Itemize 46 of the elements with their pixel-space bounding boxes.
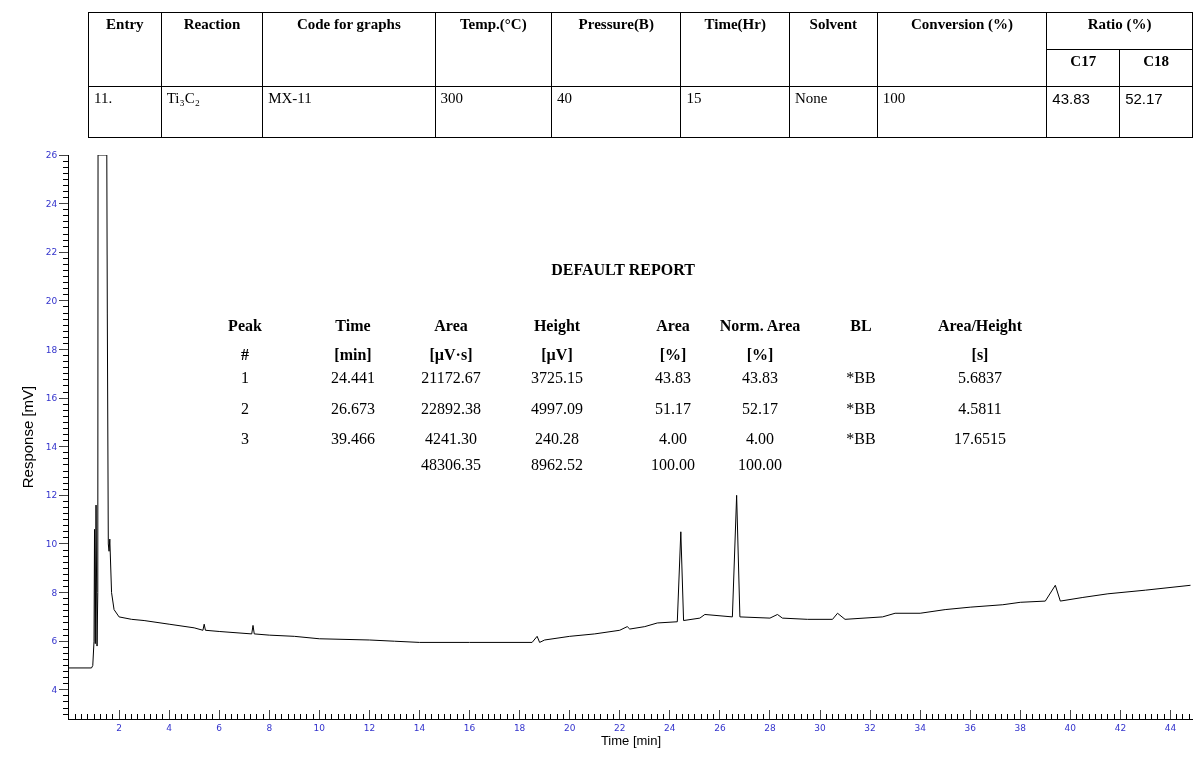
y-tick-label: 26 (45, 150, 58, 161)
text: C17 C18 (1070, 53, 1169, 69)
x-tick-label: 32 (864, 722, 876, 733)
y-axis-title: Response [mV] (19, 385, 36, 489)
text: 48306.35 8962.52 100.00 100.00 (421, 456, 782, 473)
text: # [min] [µV·s] [µV] [%] [%] [s] (241, 346, 989, 363)
x-tick-label: 4 (166, 722, 173, 733)
x-tick-label: 30 (814, 722, 826, 733)
text: 1 24.441 21172.67 3725.15 43.83 43.83 *BB 5.6837 (241, 369, 1002, 386)
text: 3 39.466 4241.30 240.28 4.00 4.00 *BB 17.6515 (241, 430, 1006, 447)
annotation: DEFAULT REPORT (551, 261, 695, 279)
x-tick-label: 44 (1164, 722, 1177, 733)
y-tick-label: 4 (51, 684, 58, 695)
y-tick-label: 22 (45, 247, 58, 258)
text: Entry Reaction Code for graphs Temp.(°C) Pressure(B) Time(Hr) Solvent Conversion (%) Ratio (%) (106, 16, 1152, 32)
text: 2 26.673 22892.38 4997.09 51.17 52.17 *BB 4.5811 (241, 400, 1002, 417)
x-tick-label: 6 (216, 722, 223, 733)
x-tick-label: 38 (1014, 722, 1027, 733)
y-tick-label: 10 (45, 539, 58, 550)
x-tick-label: 34 (914, 722, 927, 733)
x-tick-label: 40 (1064, 722, 1077, 733)
x-tick-label: 14 (413, 722, 426, 733)
text: 11. Ti₃C₂ MX-11 300 40 15 None 100 43.83 52.17 (94, 90, 1163, 107)
x-tick-label: 22 (614, 722, 626, 733)
x-tick-label: 24 (664, 722, 676, 733)
y-tick-label: 12 (45, 490, 58, 501)
y-tick-label: 20 (45, 296, 58, 307)
x-tick-label: 36 (964, 722, 977, 733)
x-tick-label: 28 (764, 722, 776, 733)
x-tick-label: 8 (266, 722, 273, 733)
x-tick-label: 20 (563, 722, 576, 733)
x-tick-label: 18 (513, 722, 526, 733)
y-tick-label: 16 (45, 393, 58, 404)
x-tick-label: 12 (363, 722, 376, 733)
x-tick-label: 16 (463, 722, 476, 733)
y-tick-label: 8 (51, 587, 58, 598)
y-tick-label: 6 (51, 636, 58, 647)
x-tick-label: 10 (313, 722, 326, 733)
x-tick-label: 26 (714, 722, 726, 733)
text: Peak Time Area Height Area Norm. Area BL Area/Height (228, 317, 1023, 334)
x-tick-label: 2 (116, 722, 122, 733)
x-tick-label: 42 (1114, 722, 1127, 733)
y-tick-label: 18 (45, 344, 58, 355)
x-axis-title: Time [min] (600, 732, 662, 748)
y-tick-label: 24 (45, 198, 58, 209)
y-tick-label: 14 (45, 441, 58, 452)
